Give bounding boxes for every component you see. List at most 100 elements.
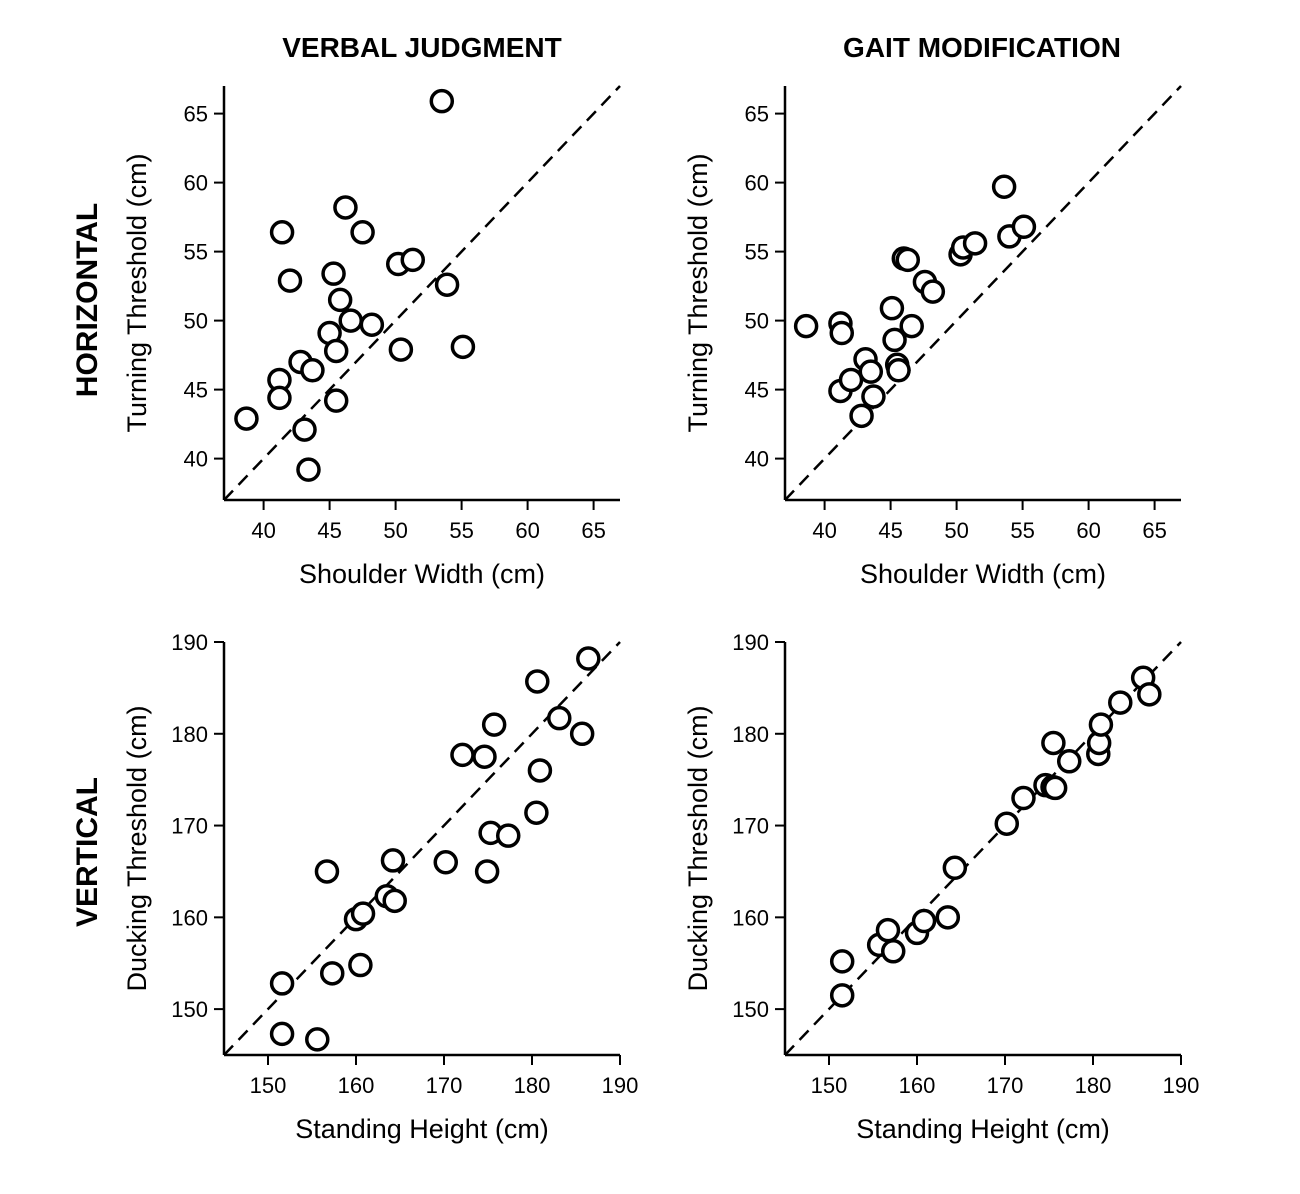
data-point xyxy=(481,712,507,737)
y-tick-label: 40 xyxy=(745,447,769,472)
data-point xyxy=(267,385,292,411)
data-point xyxy=(348,952,373,978)
y-tick-label: 160 xyxy=(732,905,769,930)
y-tick-label: 190 xyxy=(732,630,769,655)
y-tick-label: 45 xyxy=(745,378,769,403)
data-point xyxy=(327,287,353,313)
data-point xyxy=(472,744,497,769)
data-point xyxy=(1056,749,1082,774)
x-tick-label: 180 xyxy=(514,1073,551,1098)
x-tick-label: 190 xyxy=(1163,1073,1200,1098)
x-tick-label: 50 xyxy=(944,518,968,543)
y-tick-label: 40 xyxy=(184,447,208,472)
x-tick-label: 55 xyxy=(1010,518,1034,543)
data-point xyxy=(1088,712,1114,737)
data-point xyxy=(323,388,349,413)
x-tick-label: 40 xyxy=(812,518,836,543)
x-tick-label: 65 xyxy=(581,518,605,543)
data-point xyxy=(296,457,321,482)
data-point xyxy=(829,320,855,346)
data-point xyxy=(434,272,460,297)
data-point xyxy=(991,174,1017,199)
data-point xyxy=(935,905,961,930)
data-point xyxy=(899,313,924,339)
x-tick-label: 190 xyxy=(602,1073,639,1098)
data-point xyxy=(1108,690,1133,715)
x-tick-label: 45 xyxy=(878,518,902,543)
y-tick-label: 65 xyxy=(184,102,208,127)
data-point xyxy=(380,848,406,873)
column-title-gait: GAIT MODIFICATION xyxy=(843,32,1121,63)
y-tick-label: 180 xyxy=(171,722,208,747)
data-point xyxy=(269,220,295,245)
y-tick-label: 50 xyxy=(745,309,769,334)
panel-3: 150 160 170 180 190 150 160 170 180 190 Standing H… xyxy=(683,630,1199,1144)
data-point xyxy=(880,939,906,964)
data-point xyxy=(920,279,946,304)
x-tick-label: 180 xyxy=(1075,1073,1112,1098)
data-point xyxy=(350,901,376,926)
data-point xyxy=(838,367,864,393)
data-point xyxy=(942,855,968,881)
data-point xyxy=(495,823,521,848)
x-tick-label: 60 xyxy=(515,518,539,543)
x-axis-label: Standing Height (cm) xyxy=(856,1114,1110,1144)
data-point xyxy=(382,888,407,914)
y-tick-label: 55 xyxy=(184,240,208,265)
data-point xyxy=(547,705,572,731)
data-point xyxy=(962,231,988,256)
data-point xyxy=(450,334,476,360)
y-tick-label: 170 xyxy=(732,814,769,839)
data-point xyxy=(994,811,1020,836)
data-point xyxy=(911,908,937,934)
column-title-verbal: VERBAL JUDGMENT xyxy=(282,32,562,63)
data-point xyxy=(524,800,549,825)
x-tick-label: 150 xyxy=(811,1073,848,1098)
data-point xyxy=(450,742,475,768)
data-point xyxy=(1137,682,1162,707)
x-tick-label: 65 xyxy=(1142,518,1166,543)
x-tick-label: 170 xyxy=(426,1073,463,1098)
data-point xyxy=(269,971,295,996)
y-tick-label: 190 xyxy=(171,630,208,655)
y-axis-label: Turning Threshold (cm) xyxy=(122,153,152,432)
y-tick-label: 160 xyxy=(171,905,208,930)
data-point xyxy=(875,917,901,943)
y-tick-label: 170 xyxy=(171,814,208,839)
x-tick-label: 55 xyxy=(449,518,473,543)
data-point xyxy=(886,358,911,383)
identity-line xyxy=(784,85,1182,501)
data-point xyxy=(359,312,385,337)
data-point xyxy=(527,758,553,783)
data-point xyxy=(400,247,426,273)
data-point xyxy=(829,949,855,974)
data-point xyxy=(569,721,595,747)
x-tick-label: 50 xyxy=(383,518,407,543)
data-point xyxy=(576,646,601,671)
data-point xyxy=(350,220,375,245)
data-point xyxy=(861,384,886,409)
panel-0: 40 45 50 55 60 65 40 45 50 55 60 65 Shoulder Width (… xyxy=(122,85,621,589)
y-tick-label: 65 xyxy=(745,102,769,127)
data-point xyxy=(882,327,907,353)
data-point xyxy=(525,669,550,694)
y-tick-label: 55 xyxy=(745,240,769,265)
data-point xyxy=(858,359,884,384)
data-point xyxy=(474,859,500,884)
data-point xyxy=(429,88,455,114)
data-point xyxy=(1042,775,1068,801)
y-tick-label: 60 xyxy=(184,171,208,196)
data-point xyxy=(388,337,414,362)
panels: 40 45 50 55 60 65 40 45 50 55 60 65 Shoulder Width (… xyxy=(122,85,1199,1144)
y-tick-label: 150 xyxy=(732,997,769,1022)
identity-line xyxy=(784,641,1182,1056)
data-point xyxy=(234,406,259,431)
x-tick-label: 60 xyxy=(1076,518,1100,543)
data-point xyxy=(879,295,905,321)
data-point xyxy=(433,850,459,875)
data-point xyxy=(314,859,340,884)
y-tick-label: 45 xyxy=(184,378,208,403)
panel-1: 40 45 50 55 60 65 40 45 50 55 60 65 Shoulder Width (… xyxy=(683,85,1182,589)
row-label-horizontal: HORIZONTAL xyxy=(71,203,104,397)
